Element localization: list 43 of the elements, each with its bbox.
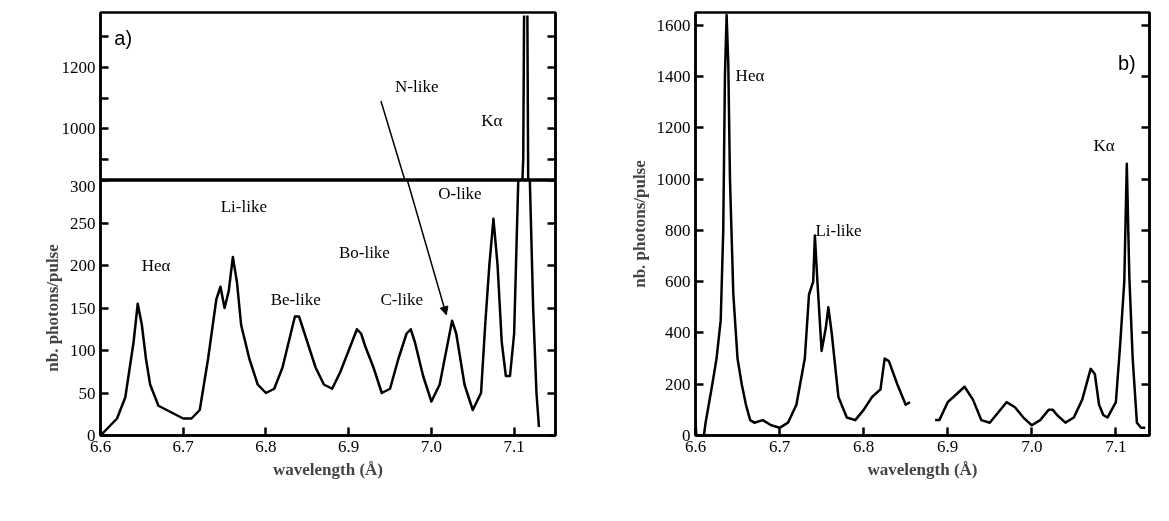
x-tick-label: 7.1	[503, 436, 525, 456]
x-axis-title: wavelength (Å)	[867, 459, 978, 479]
x-tick-label: 6.7	[172, 436, 195, 456]
annotation: C-like	[380, 290, 423, 310]
annotation: Bo-like	[338, 243, 390, 263]
y-tick-label: 400	[665, 323, 691, 343]
annotation: N-like	[395, 76, 439, 96]
y-tick-label: 1000	[656, 169, 691, 189]
annotation: Heα	[141, 255, 171, 275]
annotation: Li-like	[220, 196, 267, 216]
y-tick-label: 200	[665, 374, 691, 394]
annotation: Li-like	[815, 220, 862, 240]
x-tick-label: 6.9	[338, 436, 360, 456]
x-tick-label: 6.9	[937, 436, 959, 456]
y-tick-label: 1200	[656, 118, 691, 138]
annotation: a)	[114, 26, 133, 49]
y-axis-title: nb. photons/pulse	[629, 159, 649, 288]
y-tick-label: 1200	[61, 57, 96, 77]
x-tick-label: 6.8	[853, 436, 875, 456]
y-tick-label: 150	[70, 298, 96, 318]
y-tick-label: 300	[70, 176, 96, 196]
y-tick-label: 200	[70, 256, 96, 275]
y-tick-label: 100	[70, 341, 96, 360]
x-tick-label: 7.0	[420, 436, 443, 456]
annotation: O-like	[438, 183, 482, 203]
y-tick-label: 600	[665, 272, 691, 292]
annotation: Heα	[735, 66, 765, 86]
annotation: Kα	[1093, 136, 1115, 156]
y-tick-label: 800	[665, 220, 691, 240]
y-tick-label: 1400	[656, 67, 691, 87]
x-axis-title: wavelength (Å)	[272, 459, 384, 479]
y-axis-title: nb. photons/pulse	[43, 243, 62, 372]
y-tick-label: 50	[78, 383, 96, 403]
annotation: Kα	[481, 110, 503, 130]
x-tick-label: 7.1	[1105, 436, 1127, 456]
annotation: Be-like	[270, 290, 321, 310]
x-tick-label: 7.0	[1021, 436, 1043, 456]
annotation: b)	[1117, 52, 1136, 75]
y-tick-label: 250	[70, 213, 96, 233]
x-tick-label: 6.7	[768, 436, 791, 456]
x-tick-label: 6.8	[255, 436, 277, 456]
y-tick-label: 1600	[656, 15, 691, 35]
y-tick-label: 1000	[61, 119, 96, 139]
